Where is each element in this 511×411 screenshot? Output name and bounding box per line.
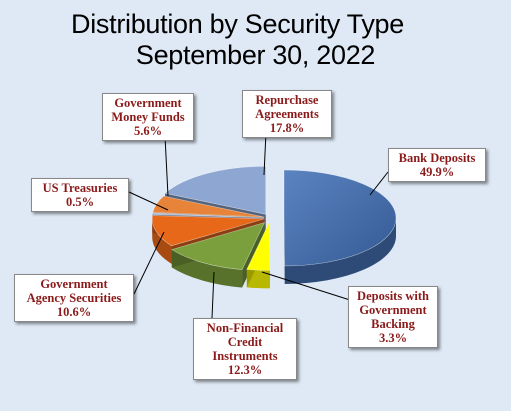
- pie-slice-3: [151, 215, 265, 247]
- slice-label-name: US Treasuries: [42, 181, 118, 195]
- chart-title-line-1: Distribution by Security Type: [71, 9, 404, 39]
- slice-label-2: Non-Financial Credit Instruments 12.3%: [193, 318, 297, 380]
- slice-label-name: Backing: [371, 317, 415, 331]
- slice-value-label: 3.3%: [378, 331, 408, 345]
- slice-value-label: 49.9%: [419, 165, 455, 179]
- slice-label-name: Government: [114, 96, 182, 110]
- leader-line-4: [128, 191, 169, 211]
- pie-slice-4: [151, 212, 265, 219]
- slice-label-name: Government: [359, 303, 427, 317]
- slice-label-name: Agency Securities: [26, 291, 122, 305]
- slice-label-3: Government Agency Securities 10.6%: [14, 274, 134, 322]
- slice-side-0: [284, 217, 396, 284]
- slice-label-name: Credit: [227, 335, 263, 349]
- chart-title-line-2: September 30, 2022: [135, 40, 376, 70]
- slice-label-name: Repurchase: [255, 93, 319, 107]
- slice-value-label: 0.5%: [65, 195, 95, 209]
- slice-value-label: 12.3%: [227, 363, 263, 377]
- leader-line-5: [164, 135, 169, 197]
- slice-side-3: [152, 218, 172, 264]
- pie-slice-0: [283, 169, 397, 267]
- slice-value-label: 10.6%: [56, 305, 92, 319]
- slice-label-name: Non-Financial: [206, 321, 284, 335]
- slice-label-name: Money Funds: [111, 110, 185, 124]
- slice-value-label: 5.6%: [133, 124, 163, 138]
- slice-value-label: 17.8%: [269, 121, 305, 135]
- leader-line-1: [261, 271, 351, 301]
- slice-label-name: Government: [40, 277, 108, 291]
- leader-line-0: [369, 171, 389, 196]
- slice-label-4: US Treasuries 0.5%: [31, 178, 129, 212]
- pie-slice-5: [152, 195, 265, 218]
- pie-slice-2: [171, 222, 266, 270]
- slice-label-6: Repurchase Agreements 17.8%: [242, 90, 332, 138]
- slice-label-0: Bank Deposits 49.9%: [388, 148, 486, 182]
- leader-line-2: [211, 271, 215, 319]
- leader-line-3: [133, 231, 165, 295]
- slice-label-1: Deposits with Government Backing 3.3%: [348, 286, 438, 348]
- slice-label-name: Deposits with: [357, 289, 429, 303]
- slice-label-5: Government Money Funds 5.6%: [102, 93, 194, 141]
- slice-label-name: Agreements: [255, 107, 319, 121]
- slice-label-name: Instruments: [212, 349, 278, 363]
- slice-label-name: Bank Deposits: [398, 151, 476, 165]
- pie-slice-1: [246, 222, 271, 271]
- pie-slice-6: [164, 165, 267, 215]
- leader-line-6: [263, 131, 267, 176]
